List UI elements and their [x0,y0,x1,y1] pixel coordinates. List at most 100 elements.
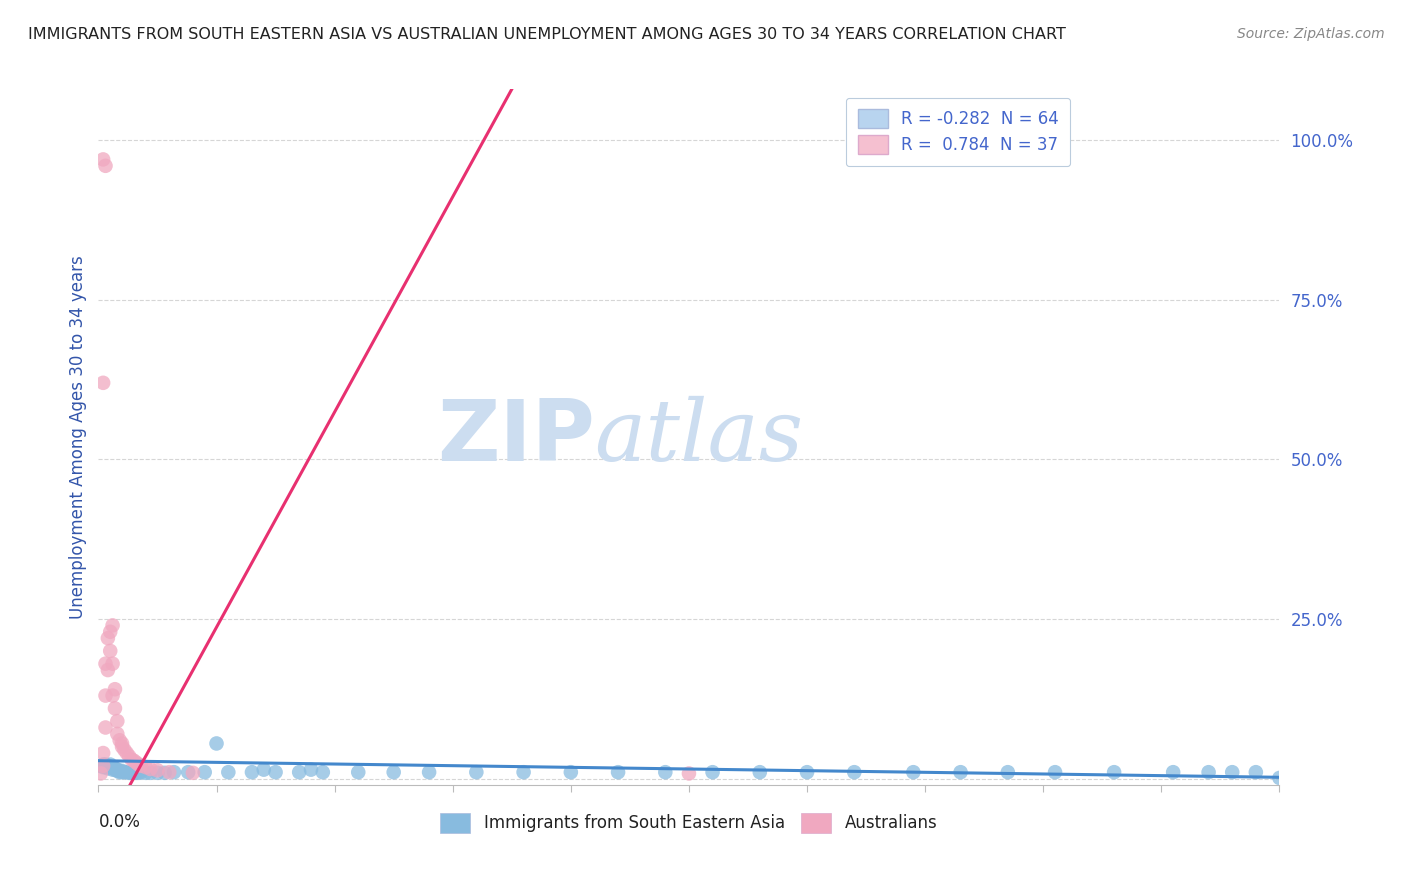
Point [104,763,127,777]
Point [118,765,141,780]
Point [97,761,120,775]
Point [112,765,135,780]
Point [163,765,186,780]
Point [105,727,128,741]
Point [607,765,630,780]
Point [128,765,150,780]
Point [97,663,120,677]
Point [1220,765,1243,780]
Point [98,757,121,772]
Point [104,761,127,775]
Point [94,689,117,703]
Point [264,765,287,780]
Point [108,764,131,778]
Point [111,765,134,780]
Point [347,765,370,780]
Point [1102,765,1125,780]
Text: atlas: atlas [595,396,804,478]
Point [94,757,117,772]
Point [1161,765,1184,780]
Point [101,618,124,632]
Point [139,762,162,776]
Point [94,657,117,671]
Point [129,765,152,780]
Point [465,765,488,780]
Point [129,759,152,773]
Point [903,765,925,780]
Point [101,657,124,671]
Point [157,765,180,780]
Point [844,765,866,780]
Point [105,764,128,778]
Point [702,765,724,780]
Point [118,749,141,764]
Point [98,760,121,774]
Point [105,714,128,728]
Point [205,736,228,750]
Point [91,746,114,760]
Point [512,765,534,780]
Point [194,765,217,780]
Point [97,631,120,645]
Text: 0.0%: 0.0% [98,813,141,830]
Point [1198,765,1220,780]
Point [101,760,124,774]
Point [1043,765,1066,780]
Y-axis label: Unemployment Among Ages 30 to 34 years: Unemployment Among Ages 30 to 34 years [69,255,87,619]
Point [91,759,114,773]
Point [91,760,114,774]
Point [111,764,134,778]
Point [299,763,322,777]
Point [418,765,440,780]
Point [796,765,818,780]
Point [217,765,239,780]
Point [91,376,114,390]
Point [104,701,127,715]
Point [146,765,169,780]
Point [654,765,676,780]
Point [97,759,120,773]
Point [90,759,112,773]
Point [94,760,117,774]
Point [382,765,405,780]
Point [288,765,311,780]
Point [128,757,150,772]
Legend: Immigrants from South Eastern Asia, Australians: Immigrants from South Eastern Asia, Aust… [433,806,945,839]
Point [1244,765,1267,780]
Point [997,765,1019,780]
Point [108,733,131,747]
Point [181,765,204,780]
Point [153,765,176,780]
Point [1268,771,1291,785]
Point [121,752,143,766]
Point [135,760,157,774]
Point [111,739,134,754]
Point [104,682,127,697]
Point [101,689,124,703]
Point [105,763,128,777]
Point [101,763,124,777]
Point [678,766,700,780]
Text: Source: ZipAtlas.com: Source: ZipAtlas.com [1237,27,1385,41]
Point [91,757,114,772]
Point [253,763,276,777]
Point [108,765,131,780]
Point [115,746,138,760]
Point [112,743,135,757]
Point [125,756,148,770]
Point [111,736,134,750]
Point [139,765,162,780]
Point [94,721,117,735]
Point [312,765,335,780]
Point [98,644,121,658]
Point [177,765,200,780]
Point [560,765,582,780]
Point [98,624,121,639]
Point [146,764,169,778]
Point [115,765,138,780]
Point [125,765,148,780]
Point [748,765,770,780]
Point [240,765,263,780]
Text: IMMIGRANTS FROM SOUTH EASTERN ASIA VS AUSTRALIAN UNEMPLOYMENT AMONG AGES 30 TO 3: IMMIGRANTS FROM SOUTH EASTERN ASIA VS AU… [28,27,1066,42]
Point [122,765,145,780]
